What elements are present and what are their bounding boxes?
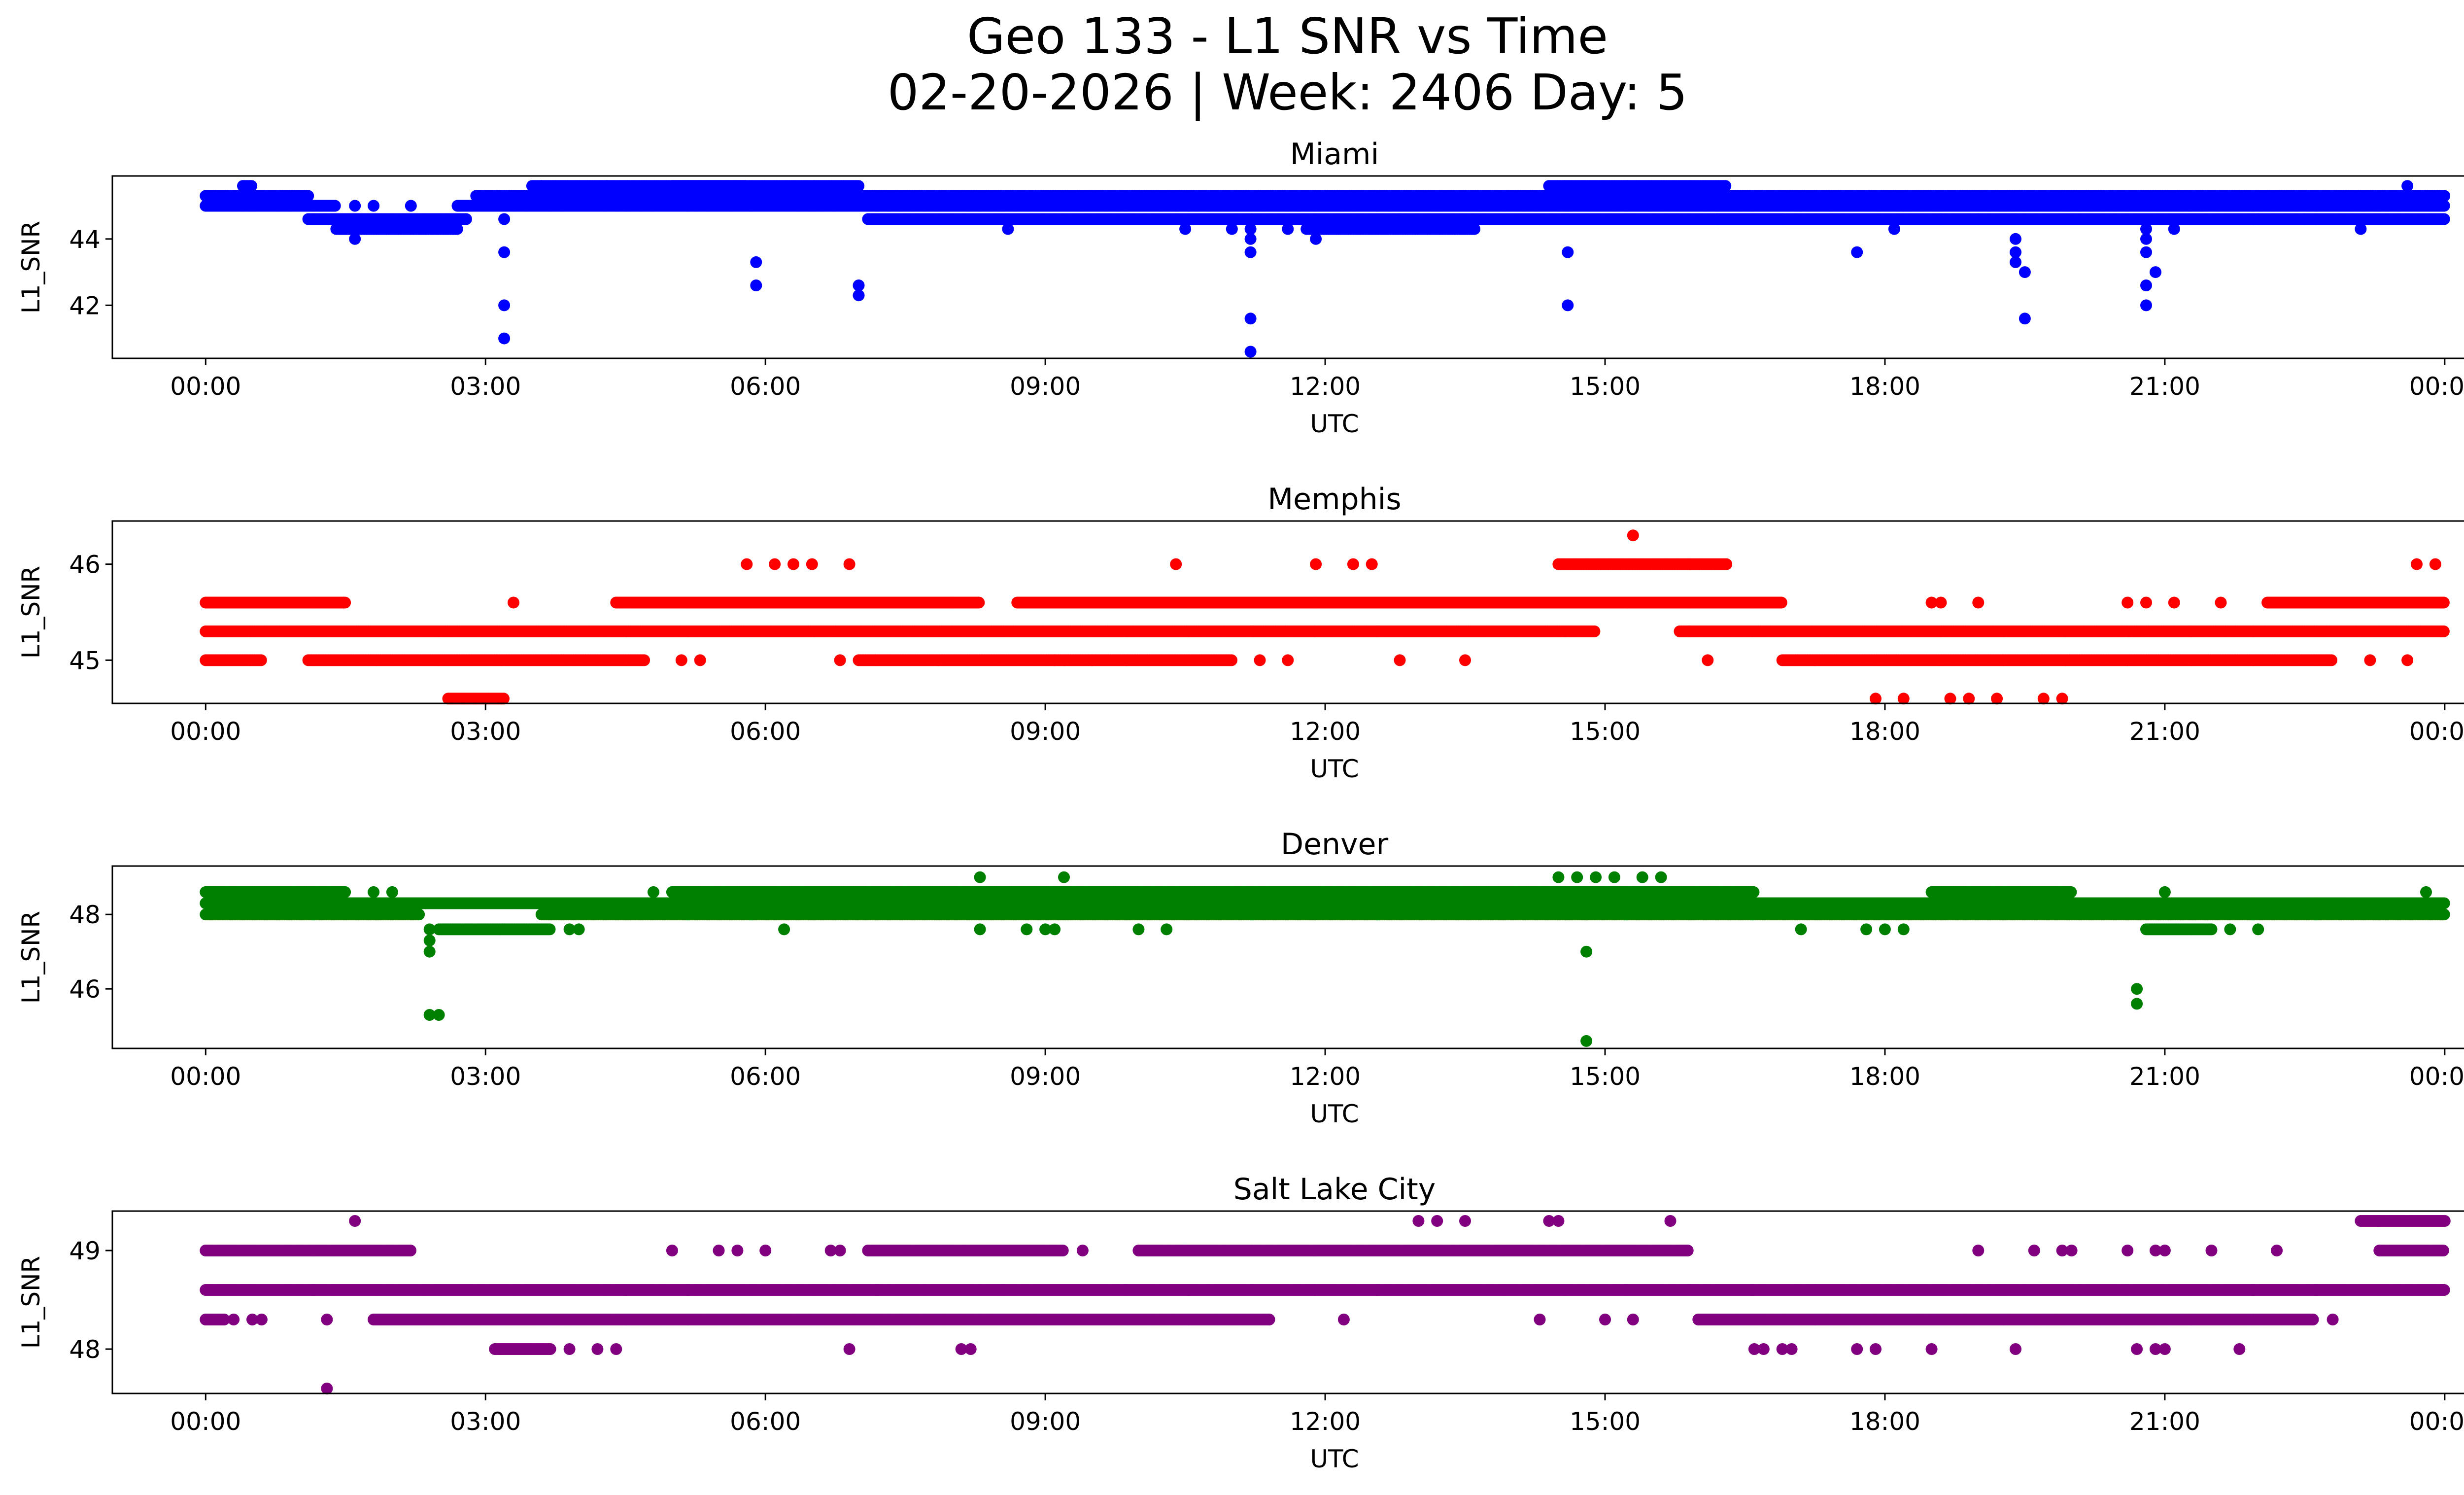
x-tick-label: 00:00 [2409,372,2464,401]
data-point [1851,246,1863,258]
data-point [349,200,361,212]
data-point [1170,200,1182,212]
data-point [750,279,762,291]
subplot-title-memphis: Memphis [1267,482,1401,517]
data-point [302,190,314,202]
y-axis-label-miami: L1_SNR [17,221,45,314]
data-point [1394,213,1406,225]
data-point [498,246,511,258]
data-point [2438,200,2450,212]
data-point [2298,213,2311,225]
data-point [2019,266,2031,278]
data-point [2010,213,2021,225]
data-point [2140,233,2152,245]
data-point [535,180,548,192]
subplot-miami: Miami 00:00 03:00 06:00 09:00 12:00 15:00 18:00… [17,137,2464,438]
data-point [245,180,258,192]
data-point [349,233,361,245]
data-point [2252,213,2264,225]
data-point [1244,346,1257,358]
data-point [2150,266,2161,278]
data-point [2140,279,2152,291]
data-point [1244,313,1257,325]
subplot-title-miami: Miami [1290,137,1379,172]
data-point [1469,223,1480,235]
data-point [750,256,762,268]
data-point [1562,200,1574,212]
x-tick-label: 15:00 [1570,372,1641,401]
data-point [498,213,511,225]
data-point [460,213,472,225]
data-point [1244,233,1257,245]
data-point [1030,190,1042,202]
scatter-series-miami [200,180,2451,358]
data-point [1562,246,1574,258]
data-point [498,332,511,345]
x-tick-label: 12:00 [1290,372,1361,401]
data-point [1534,190,1546,202]
data-point [1888,223,1900,235]
data-point [368,200,380,212]
x-tick-label: 21:00 [2129,372,2200,401]
x-tick-label: 00:00 [170,372,241,401]
x-tick-label: 18:00 [1849,372,1920,401]
data-point [1002,223,1014,235]
data-point [1226,223,1238,235]
data-point [498,190,511,202]
data-point [1795,200,1807,212]
data-point [1179,223,1192,235]
scatter-series-memphis [200,529,2450,705]
data-point [2196,200,2208,212]
data-point [1310,233,1322,245]
y-tick-label: 42 [69,291,101,320]
data-point [853,289,865,302]
x-tick-label: 06:00 [730,372,801,401]
data-point [806,190,818,202]
figure-title: Geo 133 - L1 SNR vs Time [967,7,1608,65]
data-point [2103,190,2115,202]
data-point [601,180,613,192]
data-point [2168,223,2180,235]
data-point [1972,213,1985,225]
data-point [1562,299,1574,312]
data-point [853,180,865,192]
data-point [2019,190,2031,202]
data-point [2140,246,2152,258]
data-point [2010,256,2021,268]
x-tick-label: 09:00 [1010,372,1081,401]
data-point [451,223,463,235]
data-point [1282,223,1294,235]
data-point [2355,223,2367,235]
x-axis-label-miami: UTC [1310,410,1359,438]
data-point [2401,180,2414,192]
figure-subtitle: 02-20-2026 | Week: 2406 Day: 5 [887,64,1688,121]
data-point [2010,233,2021,245]
data-point [1719,180,1732,192]
data-point [1244,246,1257,258]
data-point [1562,213,1574,225]
data-point [1897,200,1910,212]
data-point [405,200,417,212]
y-tick-label: 44 [69,225,101,254]
data-point [1935,213,1947,225]
data-point [1982,190,1994,202]
data-point [2019,313,2031,325]
data-point [498,299,511,312]
data-point [1776,213,1788,225]
x-tick-label: 03:00 [450,372,521,401]
data-point [2140,299,2152,312]
data-point [2438,213,2450,225]
data-point [329,200,341,212]
